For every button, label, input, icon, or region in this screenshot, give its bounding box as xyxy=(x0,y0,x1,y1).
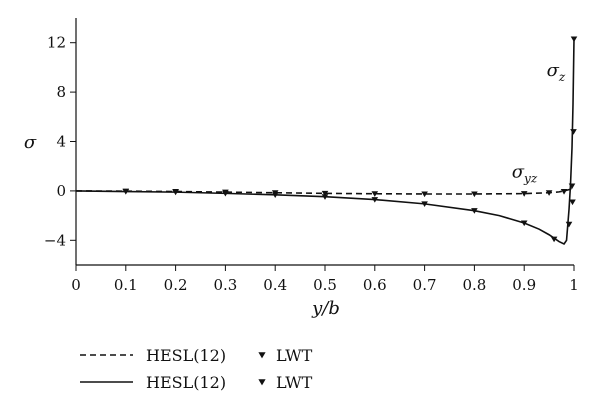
x-tick-label: 0.8 xyxy=(462,276,486,294)
x-tick-label: 0.4 xyxy=(263,276,287,294)
series-3-marker xyxy=(570,36,578,43)
x-axis-ticks: 0 0.1 0.2 0.3 0.4 0.5 0.6 0.7 0.8 0.9 1 xyxy=(71,265,579,294)
x-tick-label: 0.3 xyxy=(213,276,237,294)
y-axis-ticks: −4 0 4 8 12 xyxy=(44,34,76,249)
series-3-marker xyxy=(520,220,528,227)
y-axis-title: σ xyxy=(24,132,37,153)
series-1-marker xyxy=(545,190,553,196)
series-3-marker xyxy=(570,129,577,135)
annotation-layer: σz σyz xyxy=(512,60,566,185)
y-tick-label: 4 xyxy=(56,133,66,151)
series-1-marker xyxy=(569,199,576,206)
y-tick-label: 12 xyxy=(47,34,66,52)
x-tick-label: 0.6 xyxy=(363,276,387,294)
x-tick-label: 0.1 xyxy=(114,276,138,294)
series-3-marker xyxy=(471,208,478,214)
x-tick-label: 0.5 xyxy=(313,276,337,294)
series-3-marker xyxy=(271,192,279,198)
legend-label-0: HESL(12) xyxy=(146,346,226,365)
y-tick-label: 8 xyxy=(56,83,66,101)
x-tick-label: 0.9 xyxy=(512,276,536,294)
x-tick-label: 1 xyxy=(569,276,579,294)
plot-frame xyxy=(75,18,574,266)
x-axis-title: y/b xyxy=(311,298,340,319)
series-1-marker xyxy=(421,191,428,198)
legend-label-1: HESL(12) xyxy=(146,373,226,392)
legend-marker-1 xyxy=(258,379,266,386)
x-tick-label: 0 xyxy=(71,276,81,294)
series-1-marker xyxy=(471,191,478,198)
legend: HESL(12) LWT HESL(12) LWT xyxy=(80,346,313,392)
y-tick-label: 0 xyxy=(56,182,66,200)
x-tick-label: 0.2 xyxy=(164,276,188,294)
series-line-2 xyxy=(75,38,575,246)
series-3-marker xyxy=(550,236,558,243)
series-3-marker xyxy=(122,189,130,195)
series-1-marker xyxy=(560,189,568,195)
series-3-marker xyxy=(172,189,179,196)
y-tick-label: −4 xyxy=(44,231,66,249)
series-3-marker xyxy=(371,197,379,203)
series-1-marker xyxy=(321,190,329,197)
annotation-1: σyz xyxy=(512,161,538,185)
legend-marker-label-1: LWT xyxy=(276,373,313,392)
series-1-marker xyxy=(520,191,528,197)
series-3-marker xyxy=(421,201,428,208)
series-3-marker xyxy=(568,183,576,190)
series-3-marker xyxy=(565,221,573,228)
series-3-marker xyxy=(321,194,329,200)
x-tick-label: 0.7 xyxy=(413,276,437,294)
legend-marker-label-0: LWT xyxy=(276,346,313,365)
series-3-marker xyxy=(222,190,229,197)
legend-marker-0 xyxy=(258,352,266,359)
series-layer xyxy=(75,36,578,246)
annotation-0: σz xyxy=(547,60,566,84)
series-1-marker xyxy=(371,191,379,197)
